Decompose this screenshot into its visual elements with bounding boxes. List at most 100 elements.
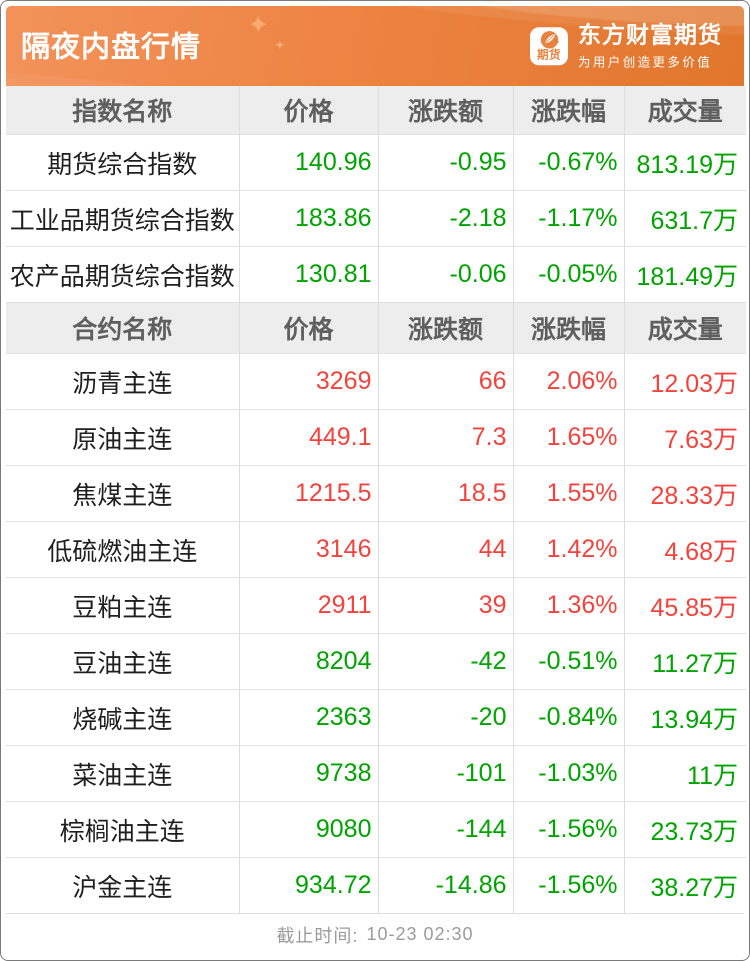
- volume-cell: 813.19万: [624, 134, 746, 191]
- sparkle-icon: ✦: [274, 37, 286, 53]
- price-cell: 9738: [239, 745, 379, 802]
- volume-cell: 7.63万: [624, 409, 746, 466]
- cutoff-time-value: 10-23 02:30: [366, 924, 474, 944]
- name-cell: 原油主连: [6, 409, 240, 466]
- pct-cell: -1.56%: [513, 801, 625, 858]
- column-header: 涨跌幅: [513, 302, 625, 354]
- table-row: 低硫燃油主连 3146 44 1.42% 4.68万: [6, 521, 746, 578]
- name-cell: 豆油主连: [6, 633, 240, 690]
- index-table-header: 指数名称 价格 涨跌额 涨跌幅 成交量: [6, 86, 746, 135]
- pct-cell: 1.65%: [513, 409, 625, 466]
- pct-cell: -1.17%: [513, 190, 625, 247]
- cutoff-time-label: 截止时间:: [276, 925, 359, 946]
- brand-logo: 期货: [530, 27, 568, 65]
- price-cell: 2911: [239, 577, 379, 634]
- table-row: 焦煤主连 1215.5 18.5 1.55% 28.33万: [6, 465, 746, 522]
- change-cell: 7.3: [378, 409, 514, 466]
- brand-logo-badge: 期货: [537, 49, 561, 62]
- volume-cell: 12.03万: [624, 353, 746, 410]
- table-row: 农产品期货综合指数 130.81 -0.06 -0.05% 181.49万: [6, 246, 746, 302]
- table-row: 期货综合指数 140.96 -0.95 -0.67% 813.19万: [6, 134, 746, 191]
- table-row: 烧碱主连 2363 -20 -0.84% 13.94万: [6, 689, 746, 746]
- leaf-seal-icon: [540, 31, 559, 49]
- name-cell: 棕榈油主连: [6, 801, 240, 858]
- pct-cell: -1.03%: [513, 745, 625, 802]
- name-cell: 期货综合指数: [6, 134, 240, 191]
- table-row: 工业品期货综合指数 183.86 -2.18 -1.17% 631.7万: [6, 190, 746, 247]
- name-cell: 菜油主连: [6, 745, 240, 802]
- brand-block: 期货 东方财富期货 为用户创造更多价值: [530, 21, 722, 70]
- pct-cell: -0.51%: [513, 633, 625, 690]
- contract-table-header: 合约名称 价格 涨跌额 涨跌幅 成交量: [6, 302, 746, 354]
- change-cell: 44: [378, 521, 514, 578]
- footer: 截止时间: 10-23 02:30: [6, 913, 744, 955]
- table-row: 豆粕主连 2911 39 1.36% 45.85万: [6, 577, 746, 634]
- column-header: 涨跌额: [378, 86, 514, 135]
- contract-table: 合约名称 价格 涨跌额 涨跌幅 成交量 沥青主连 3269 66 2.06% 12.03万 原油主…: [6, 302, 746, 913]
- change-cell: -20: [378, 689, 514, 746]
- column-header: 涨跌幅: [513, 86, 625, 135]
- pct-cell: -0.67%: [513, 134, 625, 191]
- price-cell: 934.72: [239, 857, 379, 913]
- change-cell: -0.95: [378, 134, 514, 191]
- name-cell: 农产品期货综合指数: [6, 246, 240, 302]
- column-header: 价格: [239, 302, 379, 354]
- volume-cell: 11.27万: [624, 633, 746, 690]
- price-cell: 130.81: [239, 246, 379, 302]
- volume-cell: 631.7万: [624, 190, 746, 247]
- change-cell: 39: [378, 577, 514, 634]
- pct-cell: -1.56%: [513, 857, 625, 913]
- change-cell: -42: [378, 633, 514, 690]
- price-cell: 3146: [239, 521, 379, 578]
- index-table: 指数名称 价格 涨跌额 涨跌幅 成交量 期货综合指数 140.96 -0.95 -0.67% 8…: [6, 86, 746, 302]
- change-cell: -14.86: [378, 857, 514, 913]
- name-cell: 工业品期货综合指数: [6, 190, 240, 247]
- table-row: 豆油主连 8204 -42 -0.51% 11.27万: [6, 633, 746, 690]
- price-cell: 140.96: [239, 134, 379, 191]
- change-cell: -2.18: [378, 190, 514, 247]
- price-cell: 9080: [239, 801, 379, 858]
- volume-cell: 28.33万: [624, 465, 746, 522]
- price-cell: 8204: [239, 633, 379, 690]
- column-header: 指数名称: [6, 86, 240, 135]
- name-cell: 豆粕主连: [6, 577, 240, 634]
- pct-cell: 2.06%: [513, 353, 625, 410]
- volume-cell: 13.94万: [624, 689, 746, 746]
- contract-table-body: 沥青主连 3269 66 2.06% 12.03万 原油主连 449.1 7.3 1.65% 7.…: [6, 353, 746, 913]
- volume-cell: 38.27万: [624, 857, 746, 913]
- change-cell: -101: [378, 745, 514, 802]
- table-row: 菜油主连 9738 -101 -1.03% 11万: [6, 745, 746, 802]
- page-title: 隔夜内盘行情: [21, 31, 202, 64]
- name-cell: 烧碱主连: [6, 689, 240, 746]
- brand-name: 东方财富期货: [578, 21, 722, 48]
- price-cell: 449.1: [239, 409, 379, 466]
- volume-cell: 45.85万: [624, 577, 746, 634]
- table-row: 棕榈油主连 9080 -144 -1.56% 23.73万: [6, 801, 746, 858]
- name-cell: 焦煤主连: [6, 465, 240, 522]
- price-cell: 2363: [239, 689, 379, 746]
- table-row: 沥青主连 3269 66 2.06% 12.03万: [6, 353, 746, 410]
- volume-cell: 11万: [624, 745, 746, 802]
- brand-slogan: 为用户创造更多价值: [578, 55, 713, 70]
- volume-cell: 23.73万: [624, 801, 746, 858]
- price-cell: 183.86: [239, 190, 379, 247]
- table-row: 沪金主连 934.72 -14.86 -1.56% 38.27万: [6, 857, 746, 913]
- table-row: 原油主连 449.1 7.3 1.65% 7.63万: [6, 409, 746, 466]
- pct-cell: -0.84%: [513, 689, 625, 746]
- change-cell: -144: [378, 801, 514, 858]
- column-header: 合约名称: [6, 302, 240, 354]
- price-cell: 3269: [239, 353, 379, 410]
- pct-cell: 1.42%: [513, 521, 625, 578]
- name-cell: 沪金主连: [6, 857, 240, 913]
- change-cell: -0.06: [378, 246, 514, 302]
- banner: 隔夜内盘行情 ✦ ✦ 期货 东方财富期货 为用户创造更多价值: [6, 6, 744, 86]
- price-cell: 1215.5: [239, 465, 379, 522]
- brand-text: 东方财富期货 为用户创造更多价值: [578, 21, 722, 70]
- column-header: 成交量: [624, 86, 746, 135]
- column-header: 价格: [239, 86, 379, 135]
- sparkle-icon: ✦: [247, 10, 270, 40]
- volume-cell: 4.68万: [624, 521, 746, 578]
- column-header: 涨跌额: [378, 302, 514, 354]
- index-table-body: 期货综合指数 140.96 -0.95 -0.67% 813.19万 工业品期货综合指数 1…: [6, 134, 746, 302]
